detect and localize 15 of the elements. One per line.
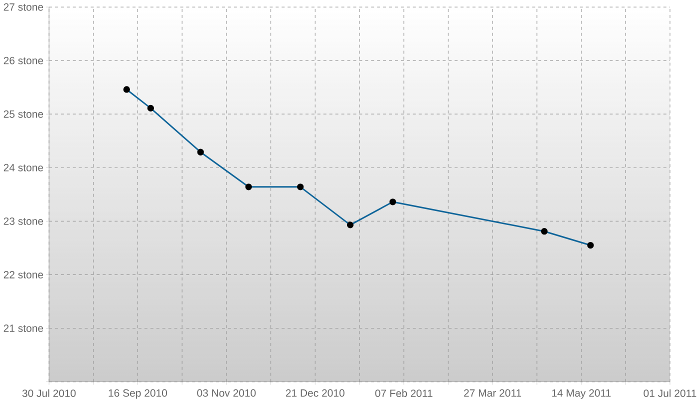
y-tick-label: 27 stone [4,3,44,11]
y-tick-label: 26 stone [4,56,44,64]
y-tick-label: 23 stone [4,217,44,225]
x-tick-label: 14 May 2011 [552,389,611,399]
x-tick-label: 27 Mar 2011 [464,389,522,397]
x-tick-label: 07 Feb 2011 [375,389,432,397]
x-tick-label: 01 Jul 2011 [644,389,696,397]
y-tick-label: 24 stone [4,164,44,172]
y-tick-label: 25 stone [4,110,44,118]
x-tick-label: 03 Nov 2010 [197,389,256,397]
x-tick-label: 21 Dec 2010 [286,389,344,397]
x-tick-label: 16 Sep 2010 [108,389,168,399]
y-tick-label: 21 stone [4,324,44,332]
y-tick-label: 22 stone [4,270,44,278]
x-tick-label: 30 Jul 2010 [22,389,76,397]
